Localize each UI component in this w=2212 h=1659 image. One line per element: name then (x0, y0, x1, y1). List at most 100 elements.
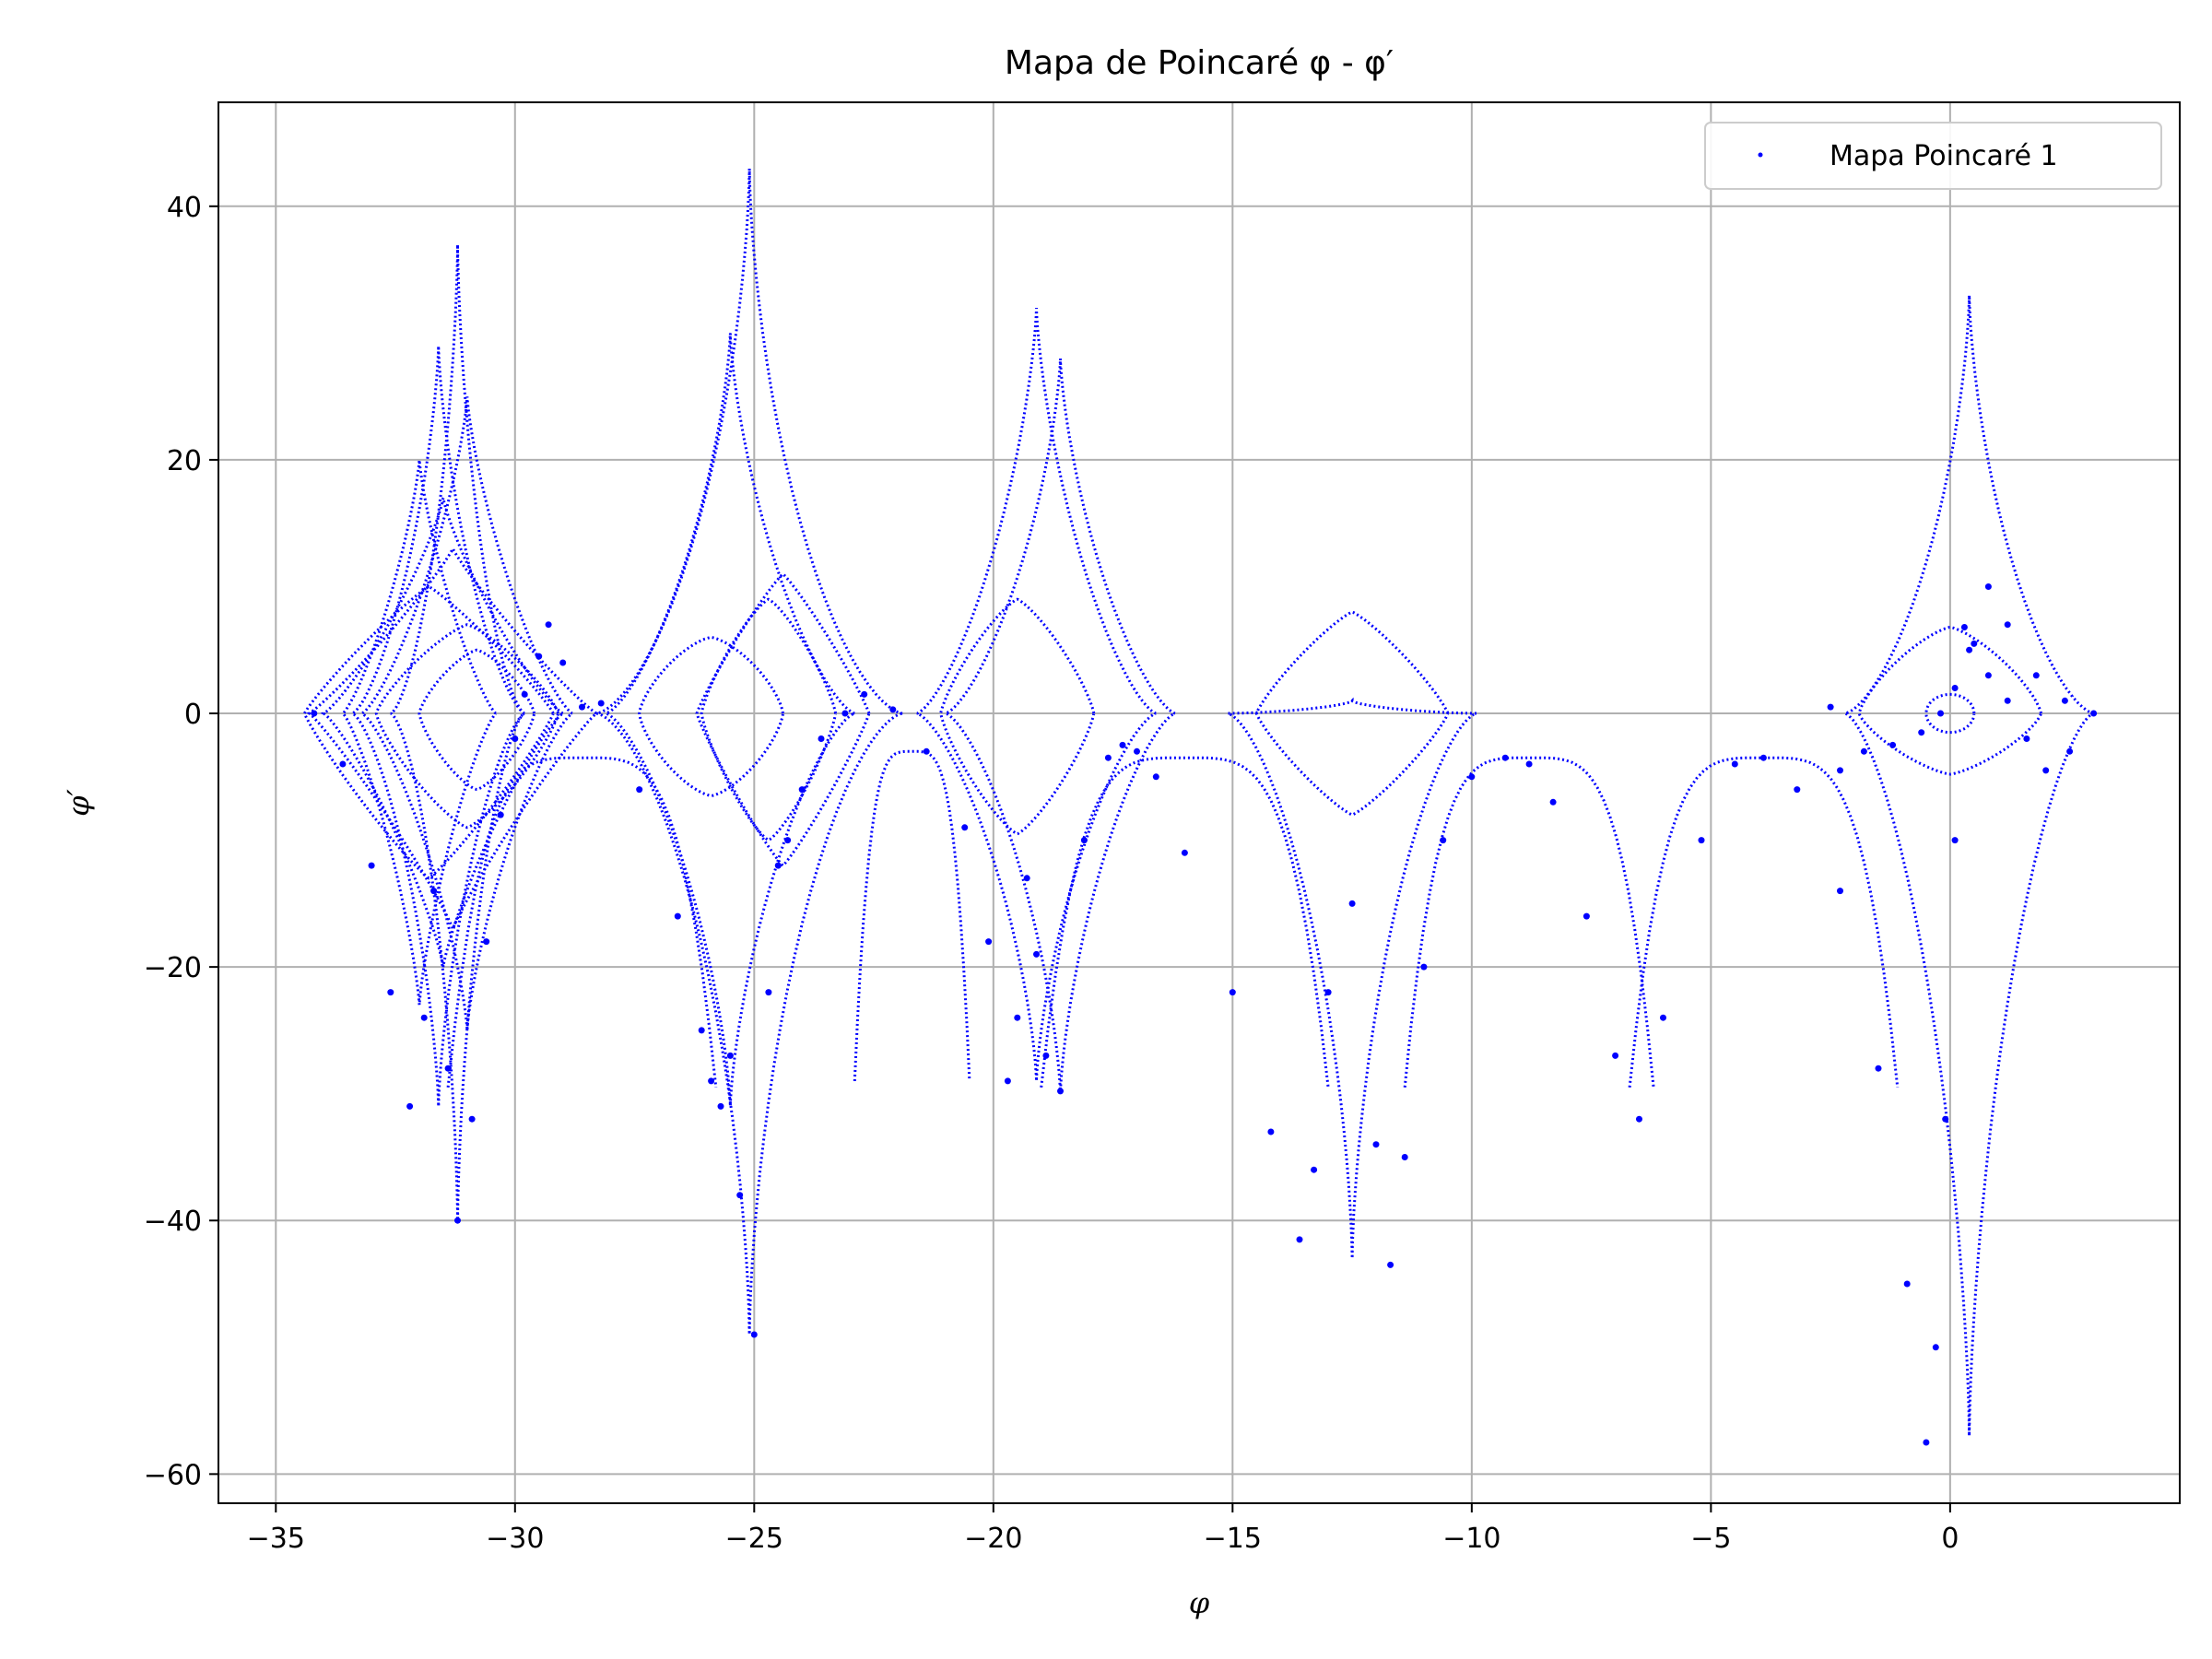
legend-label: Mapa Poincaré 1 (1830, 140, 2058, 172)
data-point (1889, 741, 1897, 748)
data-point (1311, 1166, 1318, 1173)
x-tick-label: −10 (1442, 1523, 1500, 1555)
data-point (1229, 989, 1236, 996)
data-point (1794, 786, 1801, 794)
data-point (1042, 1052, 1050, 1059)
data-point (1104, 754, 1112, 761)
data-point (1014, 1014, 1021, 1021)
data-point (1033, 950, 1040, 958)
data-point (387, 989, 394, 996)
x-tick-label: 0 (1941, 1523, 1959, 1555)
data-point (483, 938, 490, 946)
data-point (1660, 1014, 1666, 1021)
data-point (430, 888, 438, 895)
data-point (535, 653, 543, 660)
data-point (497, 811, 504, 818)
data-point (1372, 1141, 1380, 1148)
data-point (1023, 875, 1030, 882)
data-point (1984, 672, 1992, 679)
trajectory-loop-1 (320, 495, 564, 968)
data-point (1348, 900, 1356, 907)
trajectory-loop-15 (939, 597, 1096, 836)
data-point (1267, 1128, 1275, 1135)
data-point (1525, 760, 1533, 768)
data-point (444, 1065, 452, 1072)
data-point (717, 1102, 724, 1110)
data-point (985, 938, 993, 946)
trajectory-loop-4 (390, 244, 525, 1221)
data-point (1731, 760, 1738, 768)
x-tick-label: −35 (247, 1523, 305, 1555)
data-point (339, 760, 347, 768)
data-point (1468, 773, 1476, 781)
data-point (420, 1014, 428, 1021)
trajectory-loop-9 (605, 332, 855, 1107)
data-point (1440, 837, 1447, 844)
x-tick-label: −5 (1690, 1523, 1731, 1555)
data-point (798, 786, 806, 794)
x-axis-ticks: −35 −30 −25 −20 −15 −10 −5 0 (247, 1503, 1959, 1555)
x-tick-label: −20 (964, 1523, 1022, 1555)
data-point (1420, 963, 1428, 971)
data-point (1401, 1154, 1408, 1160)
plot-frame (218, 101, 2181, 1504)
data-point (1501, 754, 1509, 761)
grid (218, 102, 2180, 1503)
x-tick-label: −15 (1204, 1523, 1262, 1555)
y-tick-label: 0 (184, 699, 202, 731)
data-point (1181, 849, 1188, 856)
data-point (1583, 912, 1590, 920)
data-point (2004, 697, 2011, 704)
trajectory-loop-2 (358, 396, 573, 1030)
data-point (406, 1102, 414, 1110)
data-point (454, 1217, 461, 1224)
trajectory-loop-7 (418, 648, 536, 791)
x-axis-label: φ (1189, 1585, 1210, 1620)
y-axis-label: φ′ (61, 788, 96, 816)
data-point (1759, 754, 1767, 761)
data-point (1152, 773, 1159, 781)
data-point (559, 659, 567, 666)
data-point (923, 747, 930, 755)
y-tick-label: −60 (144, 1459, 202, 1491)
data-point (1903, 1280, 1911, 1288)
data-point (1827, 703, 1834, 711)
trajectory-loop-19 (1844, 295, 2094, 1436)
data-point (961, 824, 969, 831)
data-point (545, 621, 552, 629)
data-point (1923, 1439, 1930, 1446)
data-point (1937, 710, 1944, 717)
arch-curve-0 (446, 756, 718, 1088)
data-point (1932, 1344, 1939, 1351)
trajectory-loop-13 (638, 636, 784, 797)
legend: Mapa Poincaré 1 (1704, 122, 2162, 190)
data-point (1134, 747, 1140, 755)
data-point (1966, 646, 1973, 653)
y-tick-label: −40 (144, 1206, 202, 1238)
data-point (1951, 685, 1959, 691)
arch-curve-1 (1040, 756, 1330, 1088)
data-point (698, 1027, 705, 1034)
data-point (1324, 989, 1332, 996)
chart-title: Mapa de Poincaré φ - φ′ (1005, 44, 1394, 82)
data-point (1918, 729, 1925, 736)
data-point (2042, 767, 2050, 774)
data-point (1860, 747, 1867, 755)
data-point (784, 837, 792, 844)
data-point (2066, 747, 2074, 755)
data-point (736, 1192, 744, 1199)
trajectory-loop-10 (595, 168, 903, 1335)
data-point (1636, 1115, 1642, 1123)
data-point (1698, 837, 1705, 844)
data-point (1387, 1261, 1394, 1268)
data-point (1004, 1077, 1011, 1085)
data-point (512, 735, 519, 742)
data-point (1296, 1236, 1303, 1243)
trajectory-loop-16 (945, 359, 1176, 1094)
data-point (750, 1331, 758, 1338)
data-point (1942, 1115, 1949, 1123)
data-point (1080, 837, 1088, 844)
data-point (1960, 624, 1968, 630)
data-point (468, 1115, 476, 1123)
